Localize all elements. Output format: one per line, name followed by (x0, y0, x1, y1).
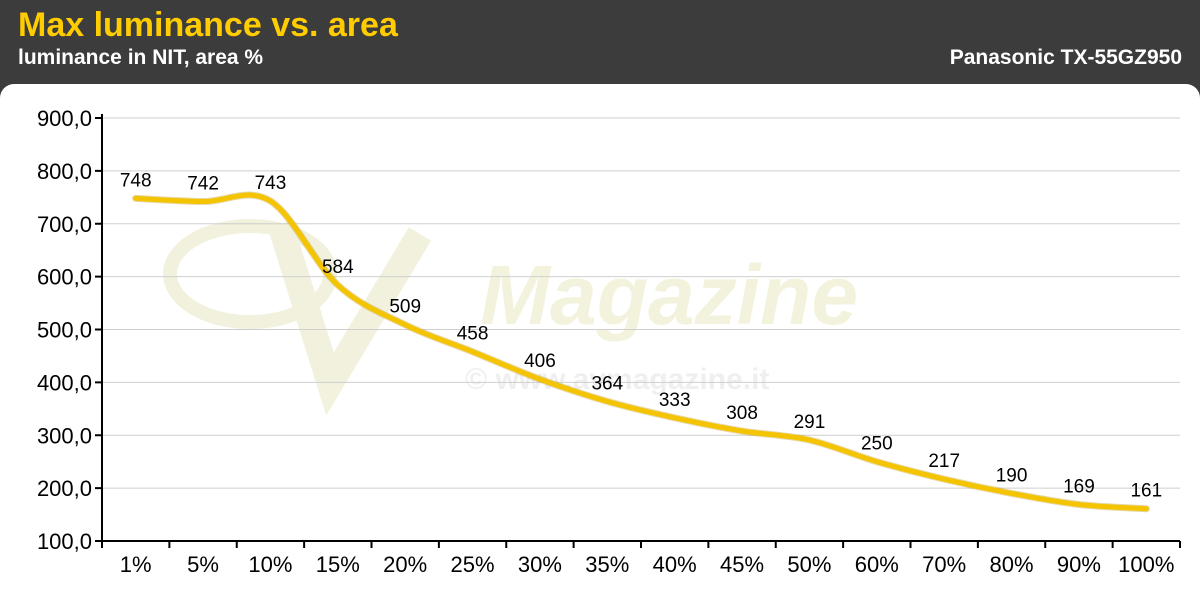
data-label: 748 (120, 170, 152, 191)
data-point (807, 438, 812, 443)
x-tick-label: 90% (1057, 552, 1101, 577)
data-point (672, 415, 677, 420)
y-tick-label: 800,0 (37, 159, 92, 184)
y-tick-label: 100,0 (37, 529, 92, 554)
y-tick-label: 600,0 (37, 265, 92, 290)
y-tick-label: 900,0 (37, 106, 92, 131)
watermark-brand-text: Magazine (480, 248, 858, 342)
data-label: 333 (659, 390, 691, 411)
x-tick-label: 15% (316, 552, 360, 577)
data-label: 743 (255, 173, 287, 194)
x-tick-label: 100% (1118, 552, 1174, 577)
data-label: 217 (928, 451, 960, 472)
data-label: 458 (457, 324, 489, 345)
series-group (132, 191, 1150, 513)
x-tick-label: 30% (518, 552, 562, 577)
device-name: Panasonic TX-55GZ950 (949, 46, 1182, 69)
y-tick-label: 300,0 (37, 423, 92, 448)
x-tick-label: 10% (248, 552, 292, 577)
data-point (1144, 506, 1149, 511)
data-label: 364 (591, 373, 623, 394)
data-label: 584 (322, 257, 354, 278)
series-line (133, 192, 1149, 512)
y-tick-label: 500,0 (37, 318, 92, 343)
data-labels: 748 742 743 584 509 458 406 364 333 308 291 250 217 1… (120, 170, 1162, 501)
y-axis-ticks: 900,0 800,0 700,0 600,0 500,0 400,0 300,0 200,0… (37, 106, 102, 554)
data-label: 308 (726, 403, 758, 424)
y-tick-label: 400,0 (37, 370, 92, 395)
chart-title: Max luminance vs. area (18, 6, 398, 44)
data-point (1009, 491, 1014, 496)
data-point (403, 322, 408, 327)
data-point (874, 459, 879, 464)
data-point (201, 199, 206, 204)
y-tick-label: 700,0 (37, 212, 92, 237)
data-point (335, 283, 340, 288)
data-point (268, 199, 273, 204)
data-point (133, 196, 138, 201)
x-tick-label: 80% (990, 552, 1034, 577)
data-label: 190 (996, 465, 1028, 486)
data-label: 509 (389, 297, 421, 318)
x-tick-label: 60% (855, 552, 899, 577)
x-tick-label: 1% (120, 552, 152, 577)
data-point (537, 377, 542, 382)
x-tick-label: 45% (720, 552, 764, 577)
data-point (942, 477, 947, 482)
x-tick-label: 25% (451, 552, 495, 577)
data-label: 742 (187, 174, 219, 195)
x-axis-ticks: 1% 5% 10% 15% 20% 25% 30% 35% 40% 45% 50% 60% 70% 80%… (101, 541, 1181, 577)
line-chart: Magazine © www.avmagazine.it 900,0800,07… (37, 106, 1181, 577)
x-tick-label: 50% (787, 552, 831, 577)
data-point (740, 429, 745, 434)
grid-lines (102, 117, 1180, 489)
data-point (1076, 502, 1081, 507)
data-point (470, 349, 475, 354)
data-point (605, 399, 610, 404)
data-label: 406 (524, 351, 556, 372)
chart-header: Max luminance vs. area luminance in NIT,… (0, 0, 1200, 84)
data-label: 169 (1063, 477, 1095, 498)
x-tick-label: 20% (383, 552, 427, 577)
x-tick-label: 35% (585, 552, 629, 577)
y-tick-label: 200,0 (37, 476, 92, 501)
data-label: 291 (794, 412, 826, 433)
data-label: 250 (861, 434, 893, 455)
chart-subtitle: luminance in NIT, area % (18, 46, 264, 69)
x-tick-label: 40% (653, 552, 697, 577)
x-tick-label: 70% (922, 552, 966, 577)
watermark-v-shape (267, 220, 432, 416)
x-tick-label: 5% (187, 552, 219, 577)
data-label: 161 (1130, 481, 1162, 502)
plot-panel: Magazine © www.avmagazine.it 900,0 800,0 7… (0, 84, 1200, 600)
